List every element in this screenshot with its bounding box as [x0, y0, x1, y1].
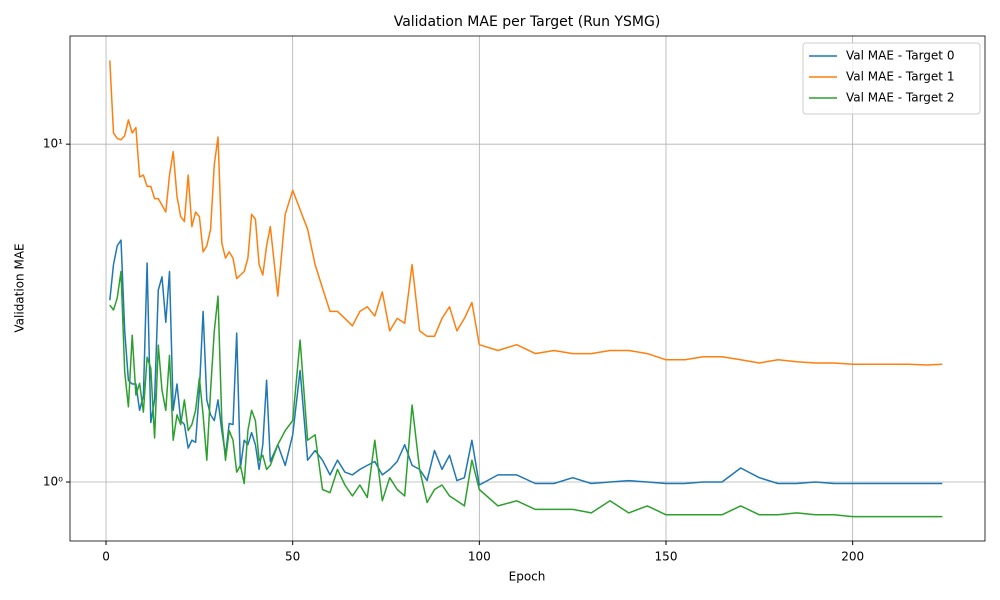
- x-axis-label: Epoch: [509, 570, 546, 584]
- legend-label: Val MAE - Target 1: [846, 70, 954, 84]
- x-tick-label: 0: [102, 550, 110, 564]
- y-tick-label: 10¹: [43, 137, 63, 151]
- y-tick-label: 10⁰: [43, 475, 63, 489]
- plot-frame: [69, 35, 986, 542]
- legend-label: Val MAE - Target 0: [846, 49, 954, 63]
- line-series: [109, 239, 943, 486]
- x-tick-label: 100: [468, 550, 491, 564]
- x-tick-label: 150: [655, 550, 678, 564]
- line-series: [109, 60, 943, 366]
- legend-box: [802, 42, 981, 115]
- line-series: [109, 270, 943, 518]
- chart-title: Validation MAE per Target (Run YSMG): [394, 14, 661, 30]
- legend-label: Val MAE - Target 2: [846, 91, 954, 105]
- x-tick-label: 50: [285, 550, 300, 564]
- x-tick-label: 200: [841, 550, 864, 564]
- y-axis-label: Validation MAE: [13, 243, 27, 332]
